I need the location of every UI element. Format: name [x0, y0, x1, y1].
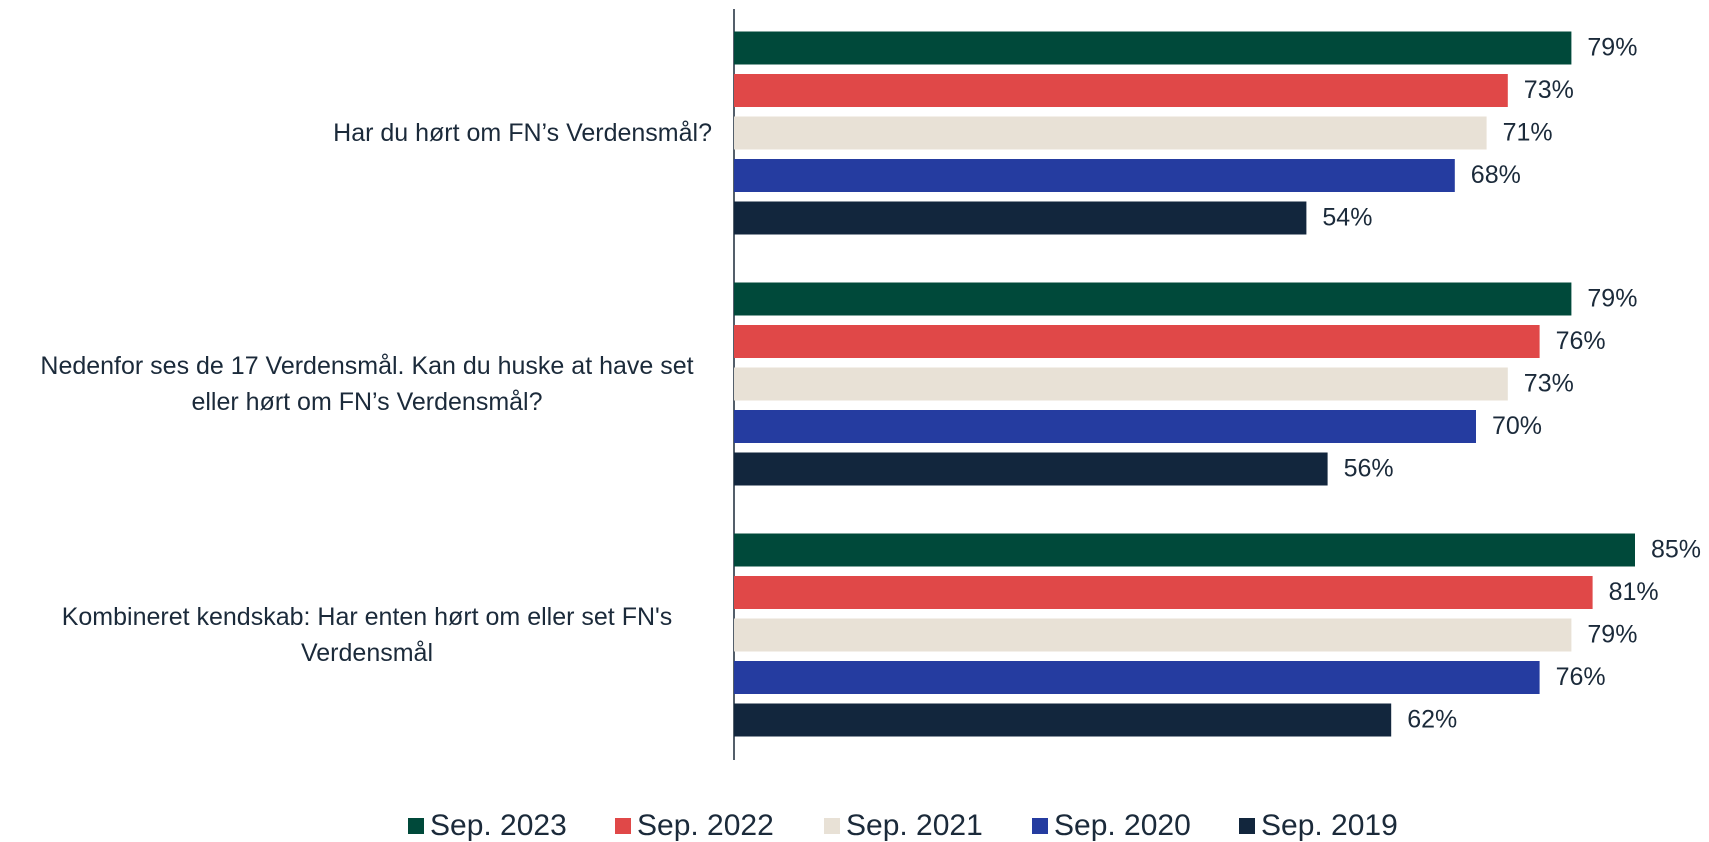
category-label: Nedenfor ses de 17 Verdensmål. Kan du hu… — [0, 348, 712, 420]
bar — [734, 201, 1307, 235]
value-label: 54% — [1322, 204, 1372, 232]
value-label: 73% — [1524, 76, 1574, 104]
legend-label: Sep. 2023 — [430, 809, 567, 842]
legend-swatch — [408, 818, 424, 834]
bar — [734, 452, 1328, 486]
bar — [734, 116, 1487, 150]
value-label: 62% — [1407, 706, 1457, 734]
legend-swatch — [1239, 818, 1255, 834]
bar — [734, 325, 1540, 358]
legend-label: Sep. 2022 — [637, 809, 774, 842]
value-label: 68% — [1471, 161, 1521, 189]
value-label: 79% — [1587, 34, 1637, 62]
bar — [734, 74, 1508, 107]
bar — [734, 159, 1455, 192]
value-label: 79% — [1587, 285, 1637, 313]
legend-label: Sep. 2021 — [846, 809, 983, 842]
value-label: 73% — [1524, 370, 1574, 398]
bar — [734, 618, 1572, 652]
value-label: 85% — [1651, 536, 1701, 564]
bar — [734, 533, 1635, 567]
value-label: 79% — [1587, 621, 1637, 649]
value-label: 81% — [1609, 578, 1659, 606]
value-label: 71% — [1503, 119, 1553, 147]
bar — [734, 703, 1392, 737]
value-label: 76% — [1556, 327, 1606, 355]
value-label: 76% — [1556, 663, 1606, 691]
legend-swatch — [824, 818, 840, 834]
category-text: Nedenfor ses de 17 Verdensmål. Kan du hu… — [40, 352, 694, 416]
legend-swatch — [1032, 818, 1048, 834]
category-label: Kombineret kendskab: Har enten hørt om e… — [0, 599, 712, 671]
category-text: Kombineret kendskab: Har enten hørt om e… — [61, 603, 673, 667]
legend-label: Sep. 2020 — [1054, 809, 1191, 842]
bar — [734, 282, 1572, 316]
bar — [734, 661, 1540, 694]
value-label: 70% — [1492, 412, 1542, 440]
category-text: Har du hørt om FN’s Verdensmål? — [333, 119, 712, 147]
bar — [734, 367, 1508, 401]
legend-label: Sep. 2019 — [1261, 809, 1398, 842]
legend-swatch — [615, 818, 631, 834]
category-label: Har du hørt om FN’s Verdensmål? — [0, 115, 712, 151]
value-label: 56% — [1344, 455, 1394, 483]
bar — [734, 410, 1476, 443]
bar — [734, 31, 1572, 65]
bar — [734, 576, 1593, 609]
